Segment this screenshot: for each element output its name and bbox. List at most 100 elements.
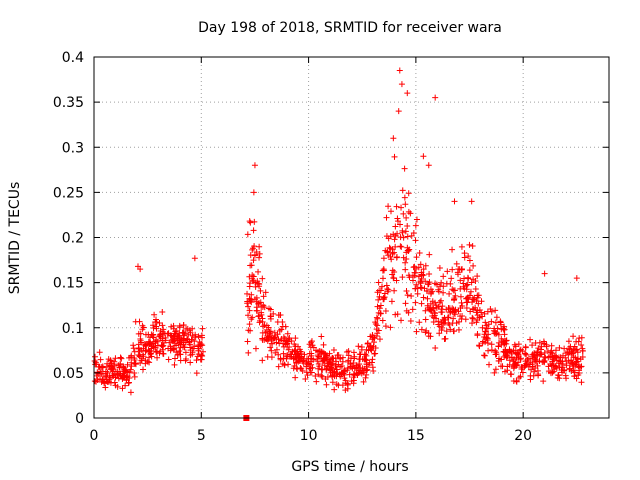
data-point [339, 358, 346, 365]
data-point [187, 352, 194, 359]
data-point [301, 351, 308, 358]
data-point [147, 334, 154, 341]
data-point [383, 233, 390, 240]
data-point [422, 316, 429, 323]
data-point [412, 299, 419, 306]
data-point [170, 322, 177, 329]
data-point [488, 347, 495, 354]
data-point [481, 352, 488, 359]
data-point [503, 354, 510, 361]
data-point [191, 338, 198, 345]
data-point [287, 351, 294, 358]
data-point [104, 360, 111, 367]
data-point [284, 352, 291, 359]
data-point [259, 318, 266, 325]
data-point [344, 385, 351, 392]
data-point [473, 298, 480, 305]
data-point [401, 194, 408, 201]
data-point [517, 373, 524, 380]
data-point [579, 353, 586, 360]
data-point [576, 335, 583, 342]
data-point [402, 259, 409, 266]
data-point [391, 269, 398, 276]
data-point [397, 243, 404, 250]
data-point [102, 384, 109, 391]
data-point [544, 348, 551, 355]
data-point [390, 135, 397, 142]
data-point [438, 309, 445, 316]
data-point [495, 331, 502, 338]
data-point [266, 305, 273, 312]
data-point [415, 273, 422, 280]
data-point [183, 356, 190, 363]
data-point [391, 153, 398, 160]
data-point [171, 355, 178, 362]
data-point [492, 366, 499, 373]
data-point [280, 355, 287, 362]
data-point [391, 236, 398, 243]
data-point [548, 370, 555, 377]
data-point [403, 255, 410, 262]
data-point [498, 356, 505, 363]
data-point [102, 374, 109, 381]
data-point [262, 289, 269, 296]
data-point [563, 350, 570, 357]
data-point [246, 218, 253, 225]
x-tick-label: 5 [197, 428, 206, 444]
data-point [522, 344, 529, 351]
data-point [481, 331, 488, 338]
data-point [298, 365, 305, 372]
data-point [323, 365, 330, 372]
data-point [420, 153, 427, 160]
data-point [559, 364, 566, 371]
data-point [192, 331, 199, 338]
data-point [131, 373, 138, 380]
data-point [187, 359, 194, 366]
data-point [394, 215, 401, 222]
data-point [464, 274, 471, 281]
data-point [472, 278, 479, 285]
data-point [508, 354, 515, 361]
data-point [426, 251, 433, 258]
data-point [525, 355, 532, 362]
data-point [380, 294, 387, 301]
data-point [251, 162, 258, 169]
data-point [255, 268, 262, 275]
data-point [493, 314, 500, 321]
data-point [137, 266, 144, 273]
data-point [387, 324, 394, 331]
data-point [461, 285, 468, 292]
x-tick-label: 0 [90, 428, 99, 444]
data-point [162, 337, 169, 344]
data-point [137, 337, 144, 344]
data-point [254, 307, 261, 314]
data-point [193, 357, 200, 364]
data-point [383, 214, 390, 221]
data-point [170, 333, 177, 340]
data-point [538, 343, 545, 350]
data-point [404, 244, 411, 251]
data-point [254, 280, 261, 287]
data-point [139, 351, 146, 358]
data-point [445, 314, 452, 321]
data-point [523, 360, 530, 367]
data-point [474, 330, 481, 337]
data-point [561, 345, 568, 352]
data-point [120, 370, 127, 377]
data-point [464, 281, 471, 288]
data-point [302, 376, 309, 383]
data-point [408, 292, 415, 299]
data-point [463, 305, 470, 312]
data-point [244, 290, 251, 297]
data-point [361, 356, 368, 363]
data-point [128, 363, 135, 370]
data-point [245, 303, 252, 310]
data-point [429, 304, 436, 311]
data-point [455, 266, 462, 273]
data-point [403, 307, 410, 314]
data-point [491, 369, 498, 376]
data-point [356, 369, 363, 376]
data-point [323, 381, 330, 388]
data-point [501, 368, 508, 375]
data-point [395, 108, 402, 115]
